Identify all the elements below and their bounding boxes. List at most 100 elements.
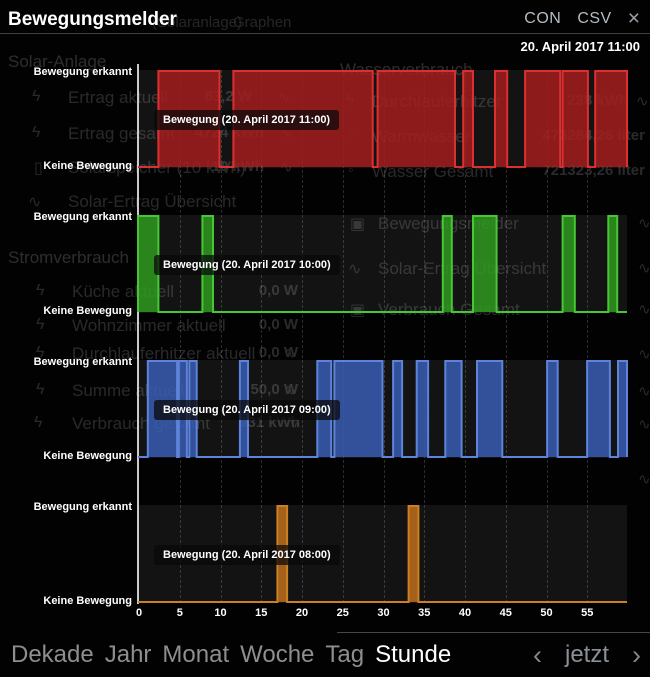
jetzt-button[interactable]: jetzt <box>564 641 609 668</box>
sparkline-icon: ∿ <box>638 471 650 488</box>
background-device-label: Durchlauferhitzer aktuell <box>72 344 256 363</box>
series-path <box>138 70 628 168</box>
lightning-icon: ϟ <box>36 282 45 299</box>
background-device-value: 50,0 W <box>250 381 298 398</box>
range-jahr[interactable]: Jahr <box>104 641 152 668</box>
lightning-icon: ϟ <box>36 316 45 333</box>
wave-icon: ∿ <box>348 261 362 278</box>
y-label-bewegung-erkannt: Bewegung erkannt <box>33 211 132 223</box>
y-label-bewegung-erkannt: Bewegung erkannt <box>33 356 132 368</box>
chart-box-icon: ▣ <box>350 302 366 319</box>
series-label: Bewegung (20. April 2017 10:00) <box>154 255 340 275</box>
x-tick-label: 0 <box>135 607 143 619</box>
background-device-row: ∿ <box>0 470 650 490</box>
range-monat[interactable]: Monat <box>162 641 230 668</box>
background-tab: Graphen <box>233 14 292 31</box>
background-section-header: Solar-Anlage <box>8 52 107 71</box>
x-tick-label: 5 <box>176 607 183 619</box>
x-tick-label: 40 <box>458 607 472 619</box>
time-navigation: ‹ jetzt › <box>533 641 641 669</box>
background-device-row: ∿ Solar-Ertrag Übersicht <box>0 192 650 212</box>
series-path <box>137 215 627 313</box>
range-dekade[interactable]: Dekade <box>11 641 94 668</box>
background-tab: (Solaranlage) <box>152 14 243 31</box>
background-device-row: ∿ <box>0 345 650 365</box>
background-section-header: Stromverbrauch <box>8 248 129 267</box>
background-device-row: ϟ Durchlauferhitzer aktuell 0,0 W ∿ <box>0 344 650 364</box>
chart-bewegung-1000: Bewegung erkannt Keine Bewegung Bewegung… <box>34 211 627 317</box>
y-axis-line <box>137 64 139 604</box>
storm-icon: ϟ <box>32 124 41 141</box>
x-tick-label: 45 <box>499 607 512 619</box>
y-label-keine-bewegung: Keine Bewegung <box>43 595 132 607</box>
background-device-label: Solar-Ertrag Übersicht <box>68 192 237 211</box>
sparkline-icon: ∿ <box>636 93 649 110</box>
battery-icon: ▯ <box>34 160 43 177</box>
csv-link[interactable]: CSV <box>577 10 612 27</box>
x-tick-label: 30 <box>377 607 390 619</box>
current-datetime: 20. April 2017 11:00 <box>520 39 641 54</box>
series-label: Bewegung (20. April 2017 08:00) <box>154 545 340 565</box>
y-label-keine-bewegung: Keine Bewegung <box>43 305 132 317</box>
area-series-green <box>137 215 627 313</box>
dialog-toolbar: CON CSV × <box>524 7 640 30</box>
sparkline-icon: ∿ <box>648 127 650 145</box>
header-divider <box>0 33 650 34</box>
background-device-label: Ertrag gesamt <box>68 124 175 143</box>
lightning-icon: ϟ <box>36 381 45 398</box>
series-path <box>138 360 628 458</box>
background-device-row: ∿ <box>0 415 650 435</box>
range-woche[interactable]: Woche <box>240 641 315 668</box>
sparkline-icon: ∿ <box>648 162 650 180</box>
sparkline-icon: ∿ <box>638 416 650 433</box>
area-series-blue <box>138 360 628 458</box>
y-label-bewegung-erkannt: Bewegung erkannt <box>33 66 132 78</box>
background-device-label: Wohnzimmer aktuell <box>72 316 226 335</box>
wave-icon: ∿ <box>28 194 42 211</box>
background-device-label: Ertrag aktuell <box>68 88 169 107</box>
lightning-icon: ϟ <box>32 88 41 105</box>
sparkline-icon: ∿ <box>284 345 297 362</box>
prev-chevron-icon[interactable]: ‹ <box>532 640 542 670</box>
range-stunde[interactable]: Stunde <box>375 641 452 668</box>
page-title: Bewegungsmelder <box>8 9 177 30</box>
sparkline-icon: ∿ <box>638 260 650 277</box>
background-device-row: ∿ <box>0 382 650 402</box>
x-tick-label: 15 <box>255 607 268 619</box>
background-device-row: ∿ Solar-Ertrag Übersicht ∿ <box>0 259 650 279</box>
background-device-label: Solar-Ertrag Übersicht <box>378 259 547 278</box>
chart-box-icon: ▣ <box>350 216 366 233</box>
x-tick-label: 35 <box>418 607 431 619</box>
x-tick-label: 20 <box>295 607 309 619</box>
sparkline-icon: ∿ <box>638 346 650 363</box>
y-label-keine-bewegung: Keine Bewegung <box>43 450 132 462</box>
x-tick-label: 10 <box>214 607 227 619</box>
storm-icon: ϟ <box>34 414 43 431</box>
range-selector: Dekade Jahr Monat Woche Tag Stunde <box>11 641 451 669</box>
con-link[interactable]: CON <box>524 10 562 27</box>
lightning-icon: ϟ <box>36 344 45 361</box>
next-chevron-icon[interactable]: › <box>632 640 641 670</box>
drop-icon: ◦ <box>348 162 354 179</box>
chart-bewegung-1100: Bewegung erkannt Keine Bewegung Bewegung… <box>34 66 628 172</box>
series-label: Bewegung (20. April 2017 09:00) <box>154 400 340 420</box>
y-label-keine-bewegung: Keine Bewegung <box>43 160 132 172</box>
background-device-value: 0,0 W <box>258 316 298 333</box>
background-footer-divider <box>337 632 650 633</box>
background-device-value: 0,0 W <box>258 344 298 361</box>
close-icon[interactable]: × <box>627 7 640 30</box>
y-label-bewegung-erkannt: Bewegung erkannt <box>33 501 132 513</box>
background-device-value: 0,0 W <box>258 282 298 299</box>
range-tag[interactable]: Tag <box>325 641 365 668</box>
sparkline-icon: ∿ <box>284 382 297 399</box>
x-axis: 0 5 10 15 20 25 30 35 40 45 50 55 <box>0 607 650 623</box>
sparkline-icon: ∿ <box>638 383 650 400</box>
x-tick-label: 55 <box>581 607 594 619</box>
sparkline-icon: ∿ <box>638 301 650 318</box>
background-device-row: ϟ Wohnzimmer aktuell 0,0 W <box>0 316 650 336</box>
x-tick-label: 25 <box>336 607 349 619</box>
chart-bewegung-0800: Bewegung erkannt Keine Bewegung Bewegung… <box>34 501 627 607</box>
sparkline-icon: ∿ <box>638 215 650 232</box>
area-series-red <box>138 70 628 168</box>
